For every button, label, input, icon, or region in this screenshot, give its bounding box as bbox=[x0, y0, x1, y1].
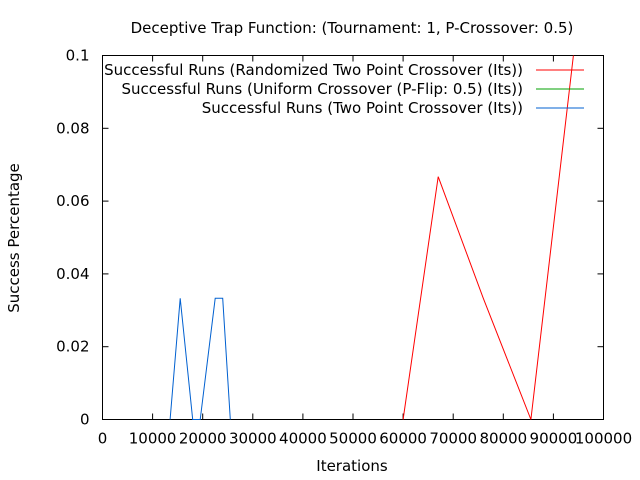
x-tick-label: 10000 bbox=[129, 430, 177, 448]
x-tick-label: 40000 bbox=[279, 430, 327, 448]
x-axis-label: Iterations bbox=[316, 457, 388, 475]
x-tick-label: 70000 bbox=[429, 430, 477, 448]
legend-label: Successful Runs (Uniform Crossover (P-Fl… bbox=[122, 80, 523, 98]
chart-title: Deceptive Trap Function: (Tournament: 1,… bbox=[131, 19, 574, 37]
y-ticks: 0 0.02 0.04 0.06 0.08 0.1 bbox=[56, 47, 604, 429]
x-tick-label: 100000 bbox=[575, 430, 632, 448]
y-tick-label: 0.08 bbox=[56, 119, 89, 137]
series-line-0 bbox=[402, 55, 574, 420]
y-tick-label: 0.1 bbox=[66, 47, 90, 65]
x-tick-label: 50000 bbox=[329, 430, 377, 448]
y-tick-label: 0.06 bbox=[56, 192, 89, 210]
x-ticks: 0 10000 20000 30000 40000 50000 60000 70000 8000… bbox=[98, 55, 632, 448]
x-tick-label: 60000 bbox=[379, 430, 427, 448]
legend-label: Successful Runs (Randomized Two Point Cr… bbox=[104, 61, 523, 79]
x-tick-label: 90000 bbox=[530, 430, 578, 448]
y-tick-label: 0.02 bbox=[56, 338, 89, 356]
x-tick-label: 30000 bbox=[229, 430, 277, 448]
y-tick-label: 0.04 bbox=[56, 265, 89, 283]
x-tick-label: 80000 bbox=[479, 430, 527, 448]
x-tick-label: 20000 bbox=[179, 430, 227, 448]
y-axis-label: Success Percentage bbox=[5, 163, 23, 313]
y-tick-label: 0 bbox=[80, 411, 90, 429]
legend-label: Successful Runs (Two Point Crossover (It… bbox=[202, 99, 523, 117]
series-line-2 bbox=[169, 297, 231, 420]
legend: Successful Runs (Randomized Two Point Cr… bbox=[104, 61, 584, 117]
series-lines bbox=[169, 55, 574, 420]
x-tick-label: 0 bbox=[98, 430, 108, 448]
